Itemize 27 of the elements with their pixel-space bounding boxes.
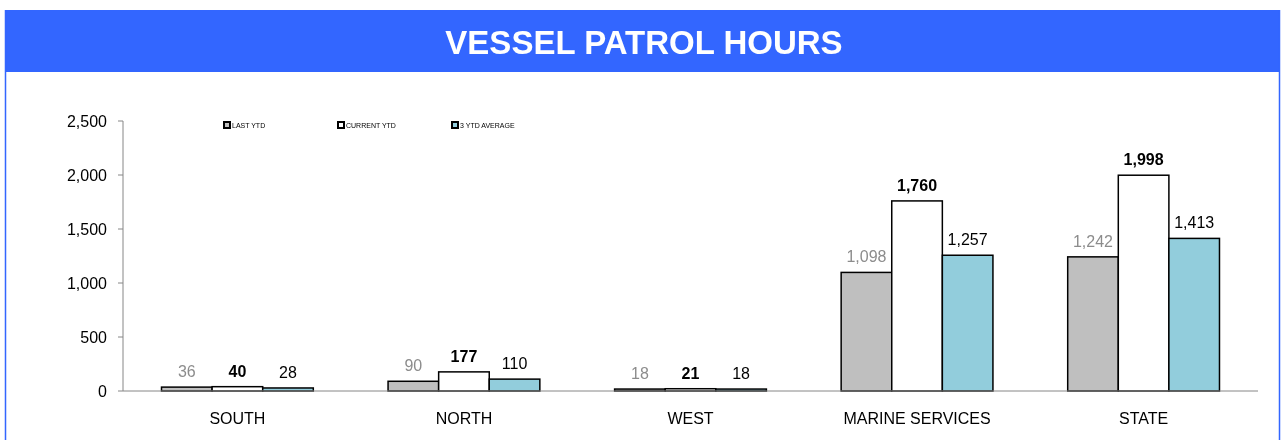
data-label: 1,760 [897, 176, 938, 194]
data-label: 18 [631, 365, 649, 383]
data-label: 36 [177, 363, 196, 381]
x-tick-label: WEST [667, 410, 714, 427]
data-label: 1,998 [1123, 151, 1164, 169]
y-tick-label: 2,000 [66, 166, 108, 184]
x-tick-label: SOUTH [209, 410, 266, 427]
y-tick-label: 2,500 [66, 112, 108, 130]
data-label: 28 [279, 363, 297, 381]
x-tick-label: STATE [1119, 410, 1169, 427]
data-label: 110 [501, 355, 528, 373]
y-tick-label: 1,500 [66, 220, 108, 238]
y-tick-label: 0 [98, 382, 108, 400]
data-label: 1,413 [1174, 214, 1215, 232]
x-tick-label: NORTH [435, 410, 493, 427]
data-label: 1,242 [1072, 232, 1114, 250]
chart-title: VESSEL PATROL HOURS [445, 24, 843, 61]
y-tick-label: 500 [80, 328, 108, 346]
data-label: 90 [404, 357, 423, 375]
data-label: 1,098 [846, 248, 887, 266]
data-label: 40 [228, 362, 247, 380]
data-label: 21 [681, 364, 700, 382]
data-label: 177 [450, 347, 478, 365]
y-tick-label: 1,000 [66, 274, 108, 292]
data-label: 1,257 [947, 231, 988, 249]
x-tick-label: MARINE SERVICES [843, 410, 991, 427]
data-label: 18 [732, 365, 751, 383]
